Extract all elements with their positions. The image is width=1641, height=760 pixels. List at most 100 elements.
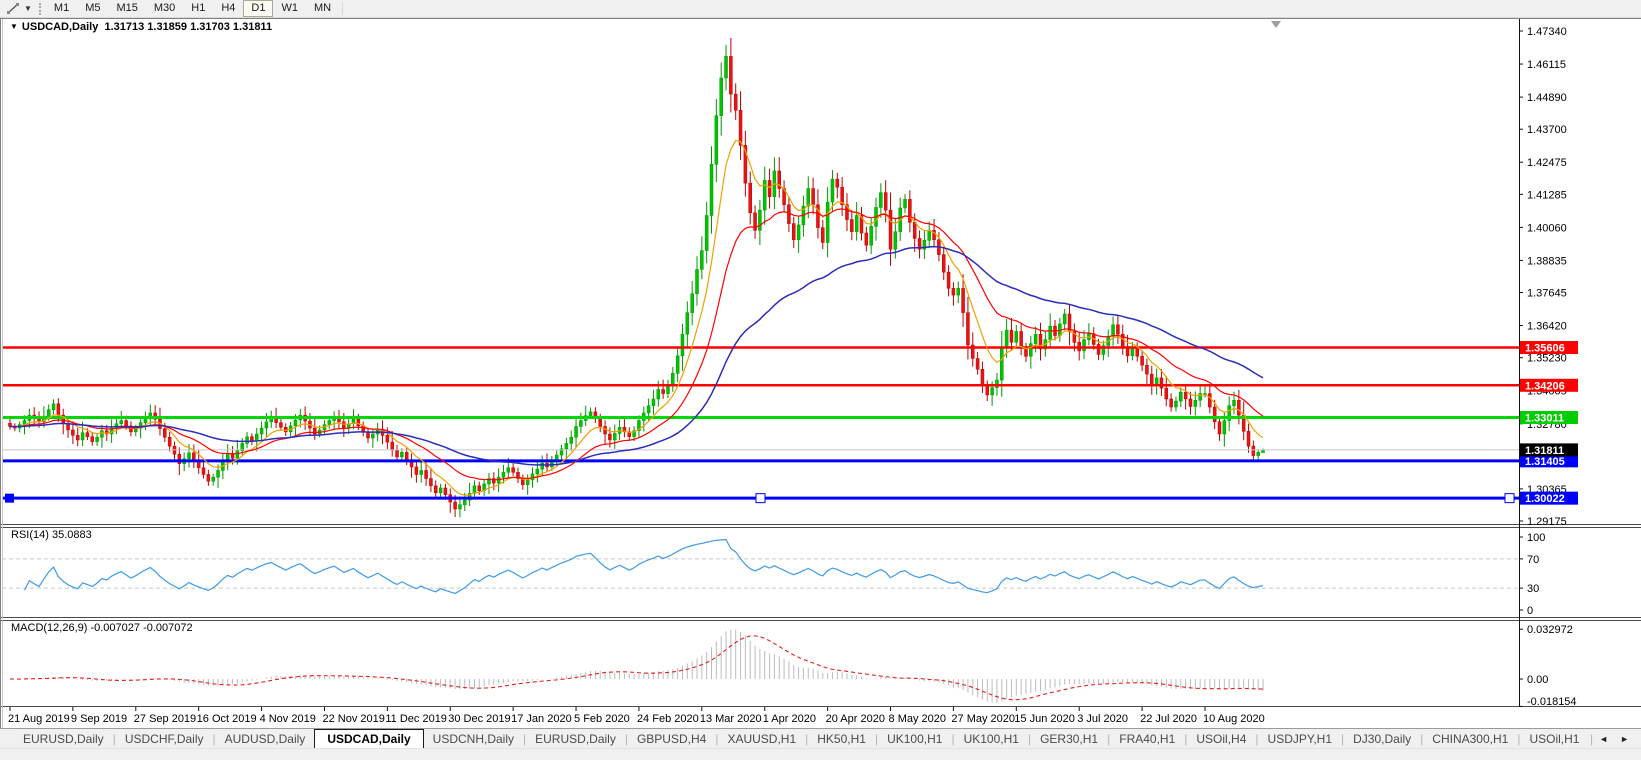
tab-dj30-daily[interactable]: DJ30,Daily	[1353, 732, 1412, 746]
chart-symbol-label: USDCAD,Daily	[21, 21, 99, 33]
timeframe-button-mn[interactable]: MN	[313, 2, 332, 14]
svg-text:1.33011: 1.33011	[1525, 413, 1564, 425]
svg-text:16 Oct 2019: 16 Oct 2019	[197, 713, 257, 725]
svg-text:1.36420: 1.36420	[1527, 321, 1567, 333]
price-chart-svg[interactable]: 1.47340 1.46115 1.44890 1.43700 1.42475 1.412…	[0, 18, 1641, 728]
tab-separator: |	[1107, 732, 1111, 746]
svg-text:1.35230: 1.35230	[1527, 353, 1567, 365]
svg-text:0: 0	[1527, 605, 1533, 617]
svg-text:100: 100	[1527, 532, 1545, 544]
svg-text:17 Jan 2020: 17 Jan 2020	[511, 713, 572, 725]
svg-text:30: 30	[1527, 583, 1539, 595]
timeframe-buttons: M1 M5 M15 M30 H1 H4 D1 W1 MN	[46, 0, 339, 17]
tab-separator: |	[624, 732, 628, 746]
svg-text:1 Apr 2020: 1 Apr 2020	[763, 713, 816, 725]
tab-usoil-h4[interactable]: USOil,H4	[1196, 732, 1247, 746]
tab-separator: |	[523, 732, 527, 746]
tab-usdcad-daily[interactable]: USDCAD,Daily	[314, 729, 424, 749]
svg-text:0.00: 0.00	[1527, 674, 1548, 686]
svg-text:1.47340: 1.47340	[1527, 26, 1567, 38]
timeframe-button-d1[interactable]: D1	[243, 0, 274, 17]
timeframe-button-m15[interactable]: M15	[116, 2, 138, 14]
svg-text:24 Feb 2020: 24 Feb 2020	[637, 713, 699, 725]
tab-separator: |	[1517, 732, 1521, 746]
tab-usoil-h1[interactable]: USOil,H1	[1529, 732, 1580, 746]
bottom-strip	[0, 748, 1641, 760]
svg-text:21 Aug 2019: 21 Aug 2019	[8, 713, 70, 725]
toolbar-separator	[342, 2, 344, 15]
timeframe-toolbar: ▼ M1 M5 M15 M30 H1 H4 D1 W1 MN	[0, 0, 1641, 18]
tab-separator: |	[1341, 732, 1345, 746]
symbol-tabs: EURUSD,Daily | USDCHF,Daily | AUDUSD,Daily US…	[14, 729, 1588, 749]
svg-text:5 Feb 2020: 5 Feb 2020	[574, 713, 630, 725]
chart-ohlc-values: 1.31713 1.31859 1.31703 1.31811	[104, 21, 273, 33]
tab-fra40-h1[interactable]: FRA40,H1	[1119, 732, 1176, 746]
svg-text:70: 70	[1527, 554, 1539, 566]
tab-audusd-daily[interactable]: AUDUSD,Daily	[224, 732, 306, 746]
macd-indicator-label: MACD(12,26,9) -0.007027 -0.007072	[11, 622, 193, 634]
tab-separator: |	[1027, 732, 1032, 746]
svg-text:27 May 2020: 27 May 2020	[951, 713, 1015, 725]
tab-separator: |	[874, 732, 879, 746]
svg-text:13 Mar 2020: 13 Mar 2020	[700, 713, 762, 725]
svg-text:1.31405: 1.31405	[1525, 456, 1565, 468]
tab-separator: |	[1184, 732, 1188, 746]
svg-text:1.29175: 1.29175	[1527, 516, 1567, 528]
timeframe-button-h1[interactable]: H1	[191, 2, 206, 14]
svg-text:11 Dec 2019: 11 Dec 2019	[385, 713, 447, 725]
tab-ger30-h1[interactable]: GER30,H1	[1040, 732, 1099, 746]
svg-text:8 May 2020: 8 May 2020	[889, 713, 946, 725]
chart-menu-caret-icon[interactable]: ▼	[10, 22, 18, 31]
line-tools-button[interactable]: ▼	[3, 1, 35, 16]
tab-gbpusd-h4[interactable]: GBPUSD,H4	[636, 732, 707, 746]
svg-text:20 Apr 2020: 20 Apr 2020	[826, 713, 885, 725]
svg-text:0.032972: 0.032972	[1527, 624, 1573, 636]
tab-separator: |	[212, 732, 216, 746]
chart-title: ▼ USDCAD,Daily 1.31713 1.31859 1.31703 1.…	[10, 21, 272, 33]
tab-eurusd-daily[interactable]: EURUSD,Daily	[535, 732, 616, 746]
timeframe-button-h4[interactable]: H4	[221, 2, 236, 14]
svg-text:22 Jul 2020: 22 Jul 2020	[1140, 713, 1197, 725]
timeframe-button-m5[interactable]: M5	[85, 2, 101, 14]
tab-usdcnh-daily[interactable]: USDCNH,Daily	[432, 732, 515, 746]
tab-separator: |	[805, 732, 809, 746]
timeframe-button-m30[interactable]: M30	[153, 2, 176, 14]
tab-separator: |	[951, 732, 955, 746]
svg-text:1.38835: 1.38835	[1527, 255, 1567, 267]
tab-scroll-right-icon[interactable]: ►	[1620, 734, 1629, 744]
line-studies-icon	[7, 3, 19, 14]
tab-scroll-left-icon[interactable]: ◄	[1599, 734, 1609, 744]
tab-xauusd-h1[interactable]: XAUUSD,H1	[727, 732, 797, 746]
svg-text:1.35606: 1.35606	[1525, 343, 1565, 355]
toolbar-grip[interactable]	[38, 2, 41, 15]
dropdown-caret-icon[interactable]: ▼	[24, 4, 32, 13]
tab-china300-h1[interactable]: CHINA300,H1	[1432, 732, 1509, 746]
svg-text:1.34206: 1.34206	[1525, 380, 1565, 392]
svg-text:1.44890: 1.44890	[1527, 92, 1567, 104]
svg-text:27 Sep 2019: 27 Sep 2019	[134, 713, 196, 725]
tab-scrollers: | ◄ ►	[1590, 732, 1635, 746]
svg-text:9 Sep 2019: 9 Sep 2019	[71, 713, 127, 725]
svg-text:1.46115: 1.46115	[1527, 59, 1566, 71]
svg-text:1.40060: 1.40060	[1527, 222, 1567, 234]
tab-uk100-h1[interactable]: UK100,H1	[963, 732, 1019, 746]
tab-uk100-h1[interactable]: UK100,H1	[887, 732, 943, 746]
tab-separator: |	[1255, 732, 1259, 746]
tab-separator: |	[715, 732, 719, 746]
svg-text:1.30022: 1.30022	[1525, 493, 1565, 505]
svg-text:1.37645: 1.37645	[1527, 288, 1567, 300]
svg-text:15 Jun 2020: 15 Jun 2020	[1014, 713, 1075, 725]
svg-text:3 Jul 2020: 3 Jul 2020	[1077, 713, 1128, 725]
chart-window[interactable]: 1.47340 1.46115 1.44890 1.43700 1.42475 1.412…	[0, 18, 1641, 728]
svg-text:4 Nov 2019: 4 Nov 2019	[260, 713, 316, 725]
tab-hk50-h1[interactable]: HK50,H1	[817, 732, 866, 746]
tab-usdjpy-h1[interactable]: USDJPY,H1	[1267, 732, 1333, 746]
timeframe-button-m1[interactable]: M1	[53, 2, 70, 14]
symbol-tab-bar: EURUSD,Daily | USDCHF,Daily | AUDUSD,Daily US…	[0, 728, 1641, 749]
tab-eurusd-daily[interactable]: EURUSD,Daily	[23, 732, 104, 746]
timeframe-button-w1[interactable]: W1	[281, 2, 298, 14]
svg-text:22 Nov 2019: 22 Nov 2019	[322, 713, 384, 725]
tab-separator: |	[112, 732, 116, 746]
tab-usdchf-daily[interactable]: USDCHF,Daily	[124, 732, 204, 746]
